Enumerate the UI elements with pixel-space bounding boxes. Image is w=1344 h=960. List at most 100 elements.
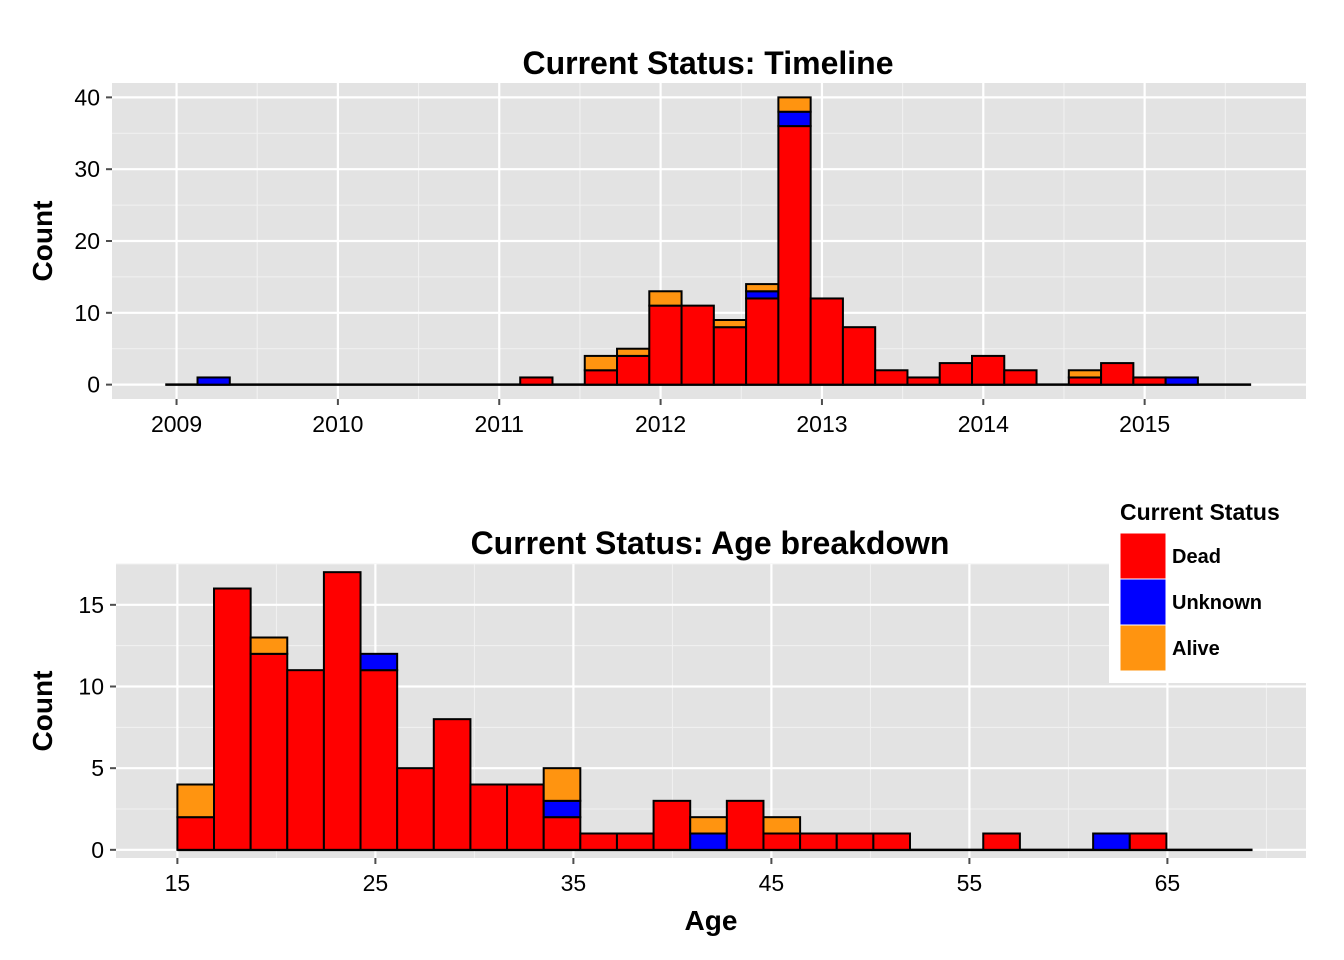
bar-dead <box>322 571 362 851</box>
bar-dead <box>906 376 941 386</box>
bar-unknown <box>777 110 812 128</box>
bar-unknown <box>542 799 582 819</box>
bar-alive <box>583 354 619 372</box>
bar-alive <box>1067 369 1103 379</box>
legend-label-dead: Dead <box>1172 546 1221 568</box>
bar-dead <box>652 799 692 851</box>
legend: Current Status Dead Unknown Alive <box>1109 493 1335 683</box>
bar-dead <box>579 832 618 851</box>
bar-dead <box>777 125 812 386</box>
bar-dead <box>982 832 1021 851</box>
legend-swatch-alive <box>1119 624 1167 672</box>
y-tick-label: 40 <box>74 84 100 110</box>
age-y-axis-title: Count <box>27 671 58 752</box>
bar-unknown <box>689 832 728 851</box>
bar-dead <box>1128 832 1168 851</box>
timeline-y-tick-labels: 0 10 20 30 40 <box>74 84 112 398</box>
x-tick-label: 2012 <box>635 411 686 437</box>
bar-dead <box>725 799 765 851</box>
bar-alive <box>762 816 802 835</box>
bar-alive <box>542 767 582 802</box>
bar-dead <box>616 354 651 386</box>
bar-unknown <box>196 376 231 386</box>
legend-title: Current Status <box>1120 499 1280 525</box>
legend-label-alive: Alive <box>1172 638 1220 660</box>
bar-dead <box>809 297 844 386</box>
bar-dead <box>176 816 216 851</box>
y-tick-label: 0 <box>87 372 100 398</box>
x-tick-label: 2009 <box>151 411 202 437</box>
bar-dead <box>249 652 289 851</box>
x-tick-label: 2011 <box>475 411 524 437</box>
bar-alive <box>745 283 780 293</box>
age-chart-title: Current Status: Age breakdown <box>471 525 950 561</box>
bar-dead <box>680 304 715 386</box>
bar-unknown <box>1164 376 1199 386</box>
bar-dead <box>469 783 509 851</box>
bar-alive <box>616 347 651 357</box>
y-tick-label: 10 <box>78 674 104 700</box>
bar-dead <box>938 362 974 386</box>
legend-items: Dead Unknown Alive <box>1119 532 1262 672</box>
legend-swatch-dead <box>1119 532 1167 580</box>
bar-alive <box>777 96 812 113</box>
bar-dead <box>835 832 875 851</box>
x-tick-label: 2013 <box>796 411 847 437</box>
bar-dead <box>396 767 435 851</box>
bar-unknown <box>359 652 399 672</box>
x-tick-label: 15 <box>165 870 191 896</box>
y-tick-label: 5 <box>91 755 104 781</box>
bar-dead <box>648 304 683 386</box>
y-tick-label: 0 <box>91 837 104 863</box>
timeline-x-tick-labels: 2009 2010 2011 2012 2013 2014 2015 <box>151 399 1170 437</box>
bar-dead <box>213 587 252 851</box>
x-tick-label: 55 <box>957 870 983 896</box>
timeline-bars <box>165 96 1252 386</box>
x-tick-label: 2010 <box>312 411 363 437</box>
timeline-chart-title: Current Status: Timeline <box>522 45 893 81</box>
bar-dead <box>506 783 545 851</box>
bar-dead <box>615 832 655 851</box>
legend-label-unknown: Unknown <box>1172 592 1262 614</box>
bar-dead <box>583 369 619 386</box>
bar-dead <box>359 669 399 851</box>
x-tick-label: 45 <box>759 870 785 896</box>
x-tick-label: 35 <box>561 870 587 896</box>
bar-unknown <box>745 290 780 300</box>
bar-dead <box>762 832 802 851</box>
age-bars <box>176 571 1253 852</box>
y-tick-label: 15 <box>78 592 104 618</box>
age-x-axis-title: Age <box>685 905 738 936</box>
bar-alive <box>648 290 683 307</box>
y-tick-label: 30 <box>74 156 100 182</box>
timeline-y-axis-title: Count <box>27 201 58 282</box>
bar-dead <box>874 369 909 386</box>
bar-dead <box>286 669 325 851</box>
bar-dead <box>745 297 780 386</box>
bar-dead <box>432 718 472 851</box>
bar-dead <box>1100 362 1135 386</box>
y-tick-label: 10 <box>74 300 100 326</box>
bar-dead <box>841 326 877 386</box>
age-y-tick-labels: 0 5 10 15 <box>78 592 116 863</box>
bar-dead <box>1067 376 1103 386</box>
bar-unknown <box>1092 832 1131 851</box>
y-tick-label: 20 <box>74 228 100 254</box>
legend-swatch-unknown <box>1119 578 1167 626</box>
bar-dead <box>519 376 554 386</box>
age-panel: 15 25 35 45 55 65 0 5 10 15 Current Status: Age … <box>27 525 1306 936</box>
bar-dead <box>971 354 1006 386</box>
bar-dead <box>799 832 838 851</box>
x-tick-label: 25 <box>363 870 389 896</box>
bar-dead <box>542 816 582 851</box>
x-tick-label: 2014 <box>958 411 1009 437</box>
bar-dead <box>872 832 911 851</box>
x-tick-label: 65 <box>1155 870 1181 896</box>
bar-alive <box>712 319 748 329</box>
bar-alive <box>689 816 728 835</box>
x-tick-label: 2015 <box>1119 411 1170 437</box>
bar-dead <box>1132 376 1167 386</box>
age-x-tick-labels: 15 25 35 45 55 65 <box>165 858 1181 896</box>
